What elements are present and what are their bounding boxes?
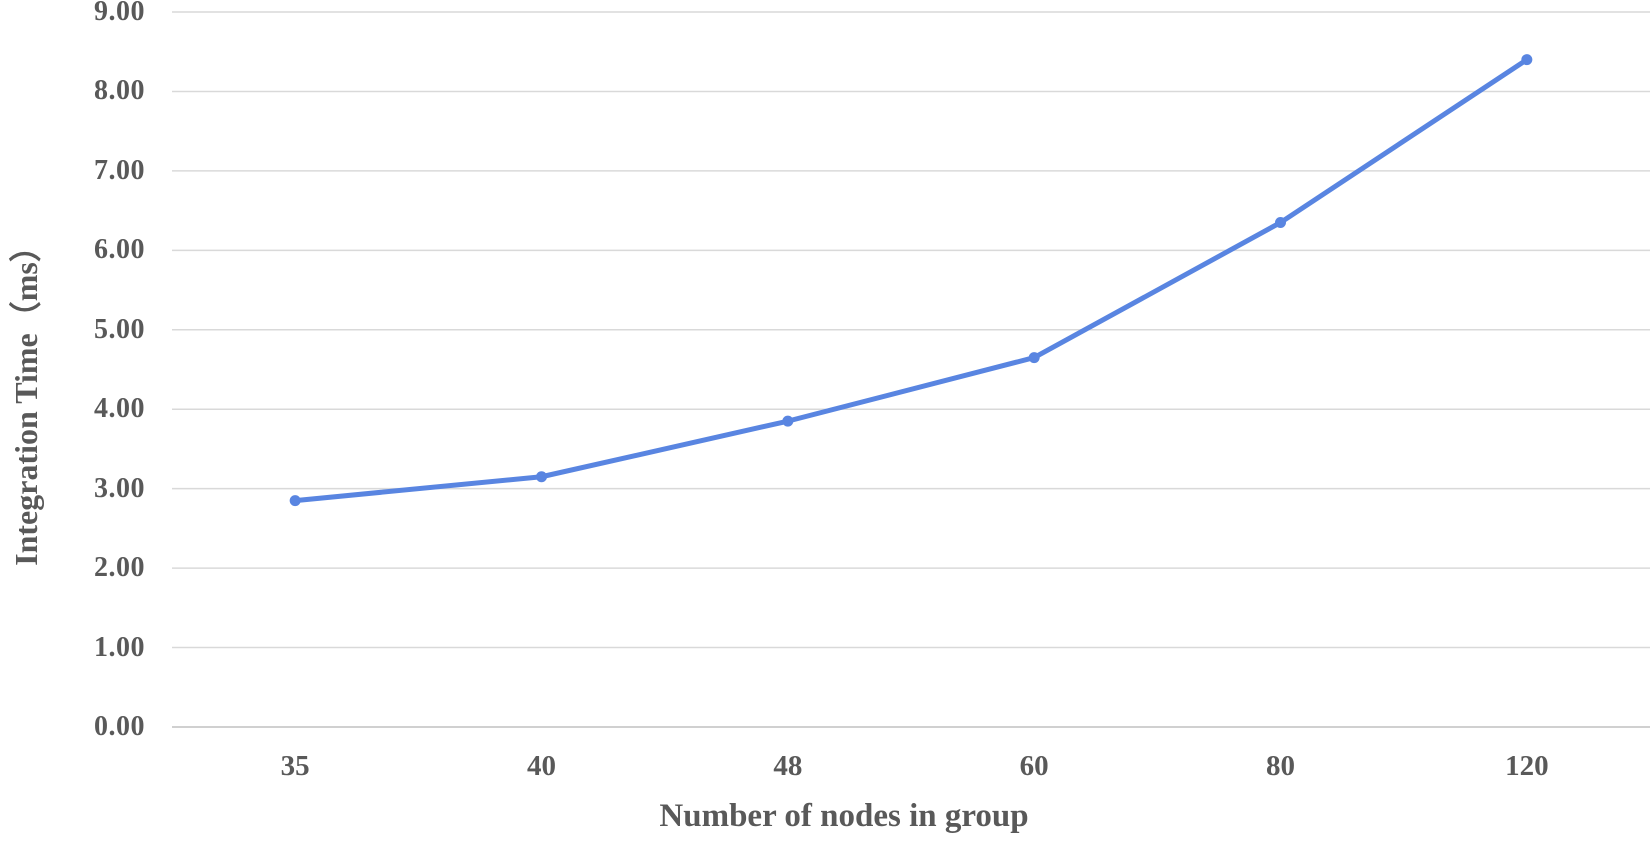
data-point-marker — [782, 415, 794, 427]
y-axis-title: Integration Time（ms） — [8, 230, 44, 566]
data-point-marker — [536, 471, 547, 483]
data-point-marker — [1028, 352, 1040, 364]
series-line — [292, 57, 1530, 504]
data-point-marker — [289, 495, 301, 507]
data-point-marker — [1521, 54, 1533, 66]
x-axis-title: Number of nodes in group — [659, 798, 1029, 834]
data-point-marker — [1275, 217, 1286, 229]
